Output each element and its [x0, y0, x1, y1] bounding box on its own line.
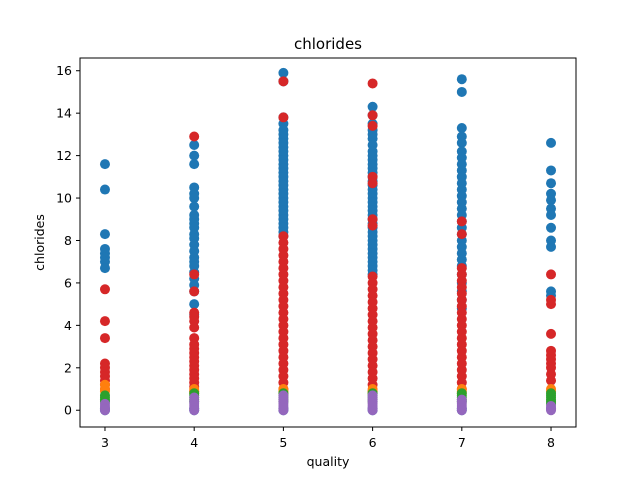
x-tick-label: 7	[458, 435, 466, 450]
data-point	[278, 112, 289, 123]
y-tick-label: 4	[64, 318, 72, 333]
data-point	[456, 86, 467, 97]
data-point	[546, 222, 557, 233]
data-point	[367, 120, 378, 131]
chart-title: chlorides	[294, 35, 362, 53]
data-point	[99, 263, 110, 274]
x-tick-label: 3	[101, 435, 109, 450]
x-tick-label: 6	[369, 435, 377, 450]
y-axis: 0 2 4 6 8 10 12 14 16	[56, 63, 80, 418]
y-tick-label: 10	[56, 191, 72, 206]
data-point	[189, 269, 200, 280]
data-point	[99, 405, 110, 416]
data-point	[367, 405, 378, 416]
data-point	[189, 150, 200, 161]
data-point	[189, 131, 200, 142]
data-point	[546, 375, 557, 386]
data-point	[546, 137, 557, 148]
data-point	[189, 201, 200, 212]
y-tick-label: 0	[64, 403, 72, 418]
data-point	[99, 316, 110, 327]
data-point	[99, 333, 110, 344]
data-point	[99, 229, 110, 240]
data-point	[456, 405, 467, 416]
data-point	[278, 405, 289, 416]
data-point	[367, 78, 378, 89]
y-tick-label: 8	[64, 233, 72, 248]
plot-frame	[79, 57, 577, 428]
data-point	[278, 76, 289, 87]
data-point	[546, 210, 557, 221]
data-point	[367, 101, 378, 112]
y-tick-label: 6	[64, 275, 72, 290]
data-point	[99, 184, 110, 195]
data-point	[546, 299, 557, 310]
x-tick-label: 4	[190, 435, 198, 450]
y-tick-label: 2	[64, 360, 72, 375]
data-point	[546, 328, 557, 339]
points-layer	[99, 67, 557, 416]
data-point	[456, 74, 467, 85]
data-point	[99, 159, 110, 170]
data-point	[189, 299, 200, 310]
data-point	[456, 123, 467, 134]
x-tick-label: 5	[279, 435, 287, 450]
data-point	[456, 229, 467, 240]
data-point	[189, 405, 200, 416]
data-point	[546, 165, 557, 176]
y-tick-label: 14	[56, 106, 72, 121]
data-point	[456, 137, 467, 148]
data-point	[189, 322, 200, 333]
data-point	[189, 193, 200, 204]
data-point	[546, 405, 557, 416]
data-point	[546, 241, 557, 252]
x-tick-label: 8	[547, 435, 555, 450]
data-point	[189, 140, 200, 150]
y-axis-label: chlorides	[32, 214, 47, 271]
data-point	[546, 269, 557, 280]
data-point	[456, 216, 467, 227]
data-point	[546, 195, 557, 206]
data-point	[99, 284, 110, 295]
data-point	[367, 178, 378, 189]
y-tick-label: 12	[56, 148, 72, 163]
data-point	[189, 159, 200, 170]
x-axis: 3 4 5 6 7 8	[101, 427, 555, 450]
data-point	[546, 178, 557, 189]
data-point	[367, 220, 378, 231]
data-point	[189, 286, 200, 297]
data-point	[278, 67, 289, 78]
y-tick-label: 16	[56, 63, 72, 78]
data-point	[367, 110, 378, 121]
x-axis-label: quality	[307, 454, 350, 469]
